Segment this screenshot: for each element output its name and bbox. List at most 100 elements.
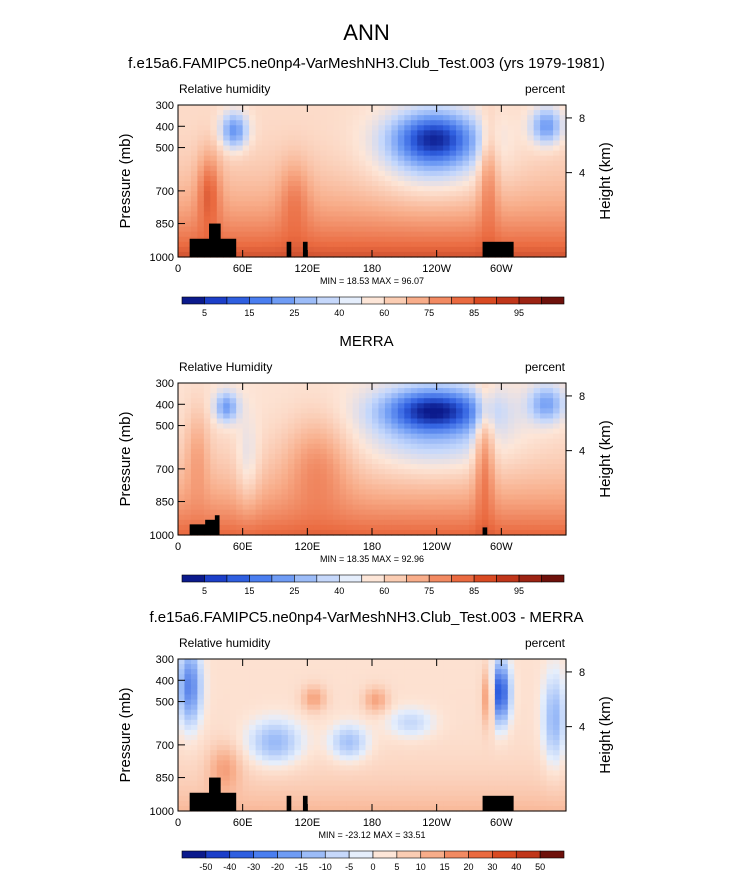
heatmap-cell	[268, 206, 276, 212]
heatmap-cell	[216, 398, 224, 404]
colorbar-box	[204, 296, 228, 305]
heatmap-cell	[469, 125, 477, 131]
heatmap-cell	[514, 160, 522, 167]
heatmap-cell	[197, 750, 205, 756]
heatmap-cell	[320, 236, 328, 243]
heatmap-cell	[275, 120, 283, 126]
heatmap-cell	[236, 105, 244, 111]
heatmap-cell	[210, 160, 218, 167]
heatmap-cell	[481, 383, 489, 389]
heatmap-cell	[268, 459, 276, 465]
heatmap-cell	[417, 709, 425, 716]
heatmap-cell	[313, 186, 321, 192]
heatmap-cell	[242, 459, 250, 465]
heatmap-cell	[184, 236, 192, 243]
heatmap-cell	[352, 765, 360, 772]
heatmap-cell	[339, 241, 347, 248]
heatmap-cell	[384, 448, 392, 455]
heatmap-cell	[443, 704, 451, 711]
heatmap-cell	[320, 191, 328, 197]
heatmap-cell	[262, 684, 270, 690]
heatmap-cell	[481, 474, 489, 480]
heatmap-cell	[203, 165, 211, 172]
heatmap-cell	[372, 388, 380, 394]
heatmap-cell	[404, 236, 412, 243]
heatmap-cell	[242, 428, 250, 435]
heatmap-cell	[307, 428, 315, 435]
heatmap-cell	[365, 795, 373, 802]
heatmap-cell	[197, 735, 205, 741]
heatmap-cell	[203, 509, 211, 516]
heatmap-cell	[236, 433, 244, 440]
heatmap-cell	[559, 423, 567, 430]
heatmap-cell	[339, 790, 347, 797]
heatmap-cell	[255, 211, 263, 218]
heatmap-cell	[533, 408, 541, 414]
heatmap-cell	[423, 780, 431, 787]
heatmap-cell	[475, 448, 483, 455]
heatmap-cell	[475, 135, 483, 142]
heatmap-cell	[216, 110, 224, 116]
variable-label: Relative humidity	[179, 636, 270, 650]
heatmap-cell	[268, 388, 276, 394]
heatmap-cell	[339, 170, 347, 177]
heatmap-cell	[507, 504, 515, 511]
heatmap-cell	[223, 489, 231, 496]
heatmap-cell	[410, 145, 418, 152]
heatmap-cell	[216, 524, 224, 531]
heatmap-cell	[300, 120, 308, 126]
heatmap-cell	[178, 196, 186, 202]
heatmap-cell	[469, 459, 477, 465]
heatmap-cell	[346, 679, 354, 685]
heatmap-cell	[488, 155, 496, 162]
heatmap-cell	[249, 674, 257, 680]
heatmap-cell	[365, 780, 373, 787]
heatmap-cell	[320, 155, 328, 162]
heatmap-cell	[281, 433, 289, 440]
heatmap-cell	[384, 699, 392, 706]
heatmap-cell	[417, 519, 425, 526]
heatmap-cell	[210, 704, 218, 711]
heatmap-cell	[281, 474, 289, 480]
heatmap-cell	[378, 221, 386, 228]
heatmap-cell	[287, 785, 295, 792]
heatmap-cell	[372, 755, 380, 761]
heatmap-cell	[313, 684, 321, 690]
heatmap-cell	[229, 403, 237, 409]
heatmap-cell	[391, 418, 399, 425]
heatmap-cell	[378, 125, 386, 131]
heatmap-cell	[294, 800, 302, 807]
heatmap-cell	[178, 231, 186, 238]
heatmap-cell	[326, 659, 334, 665]
heatmap-cell	[397, 775, 405, 782]
heatmap-cell	[365, 765, 373, 772]
heatmap-cell	[404, 211, 412, 218]
heatmap-cell	[449, 484, 457, 490]
colorbar-label: 15	[244, 308, 254, 318]
heatmap-cell	[281, 226, 289, 233]
heatmap-cell	[313, 155, 321, 162]
heatmap-cell	[275, 403, 283, 409]
heatmap-cell	[346, 714, 354, 721]
heatmap-cell	[417, 448, 425, 455]
heatmap-cell	[436, 765, 444, 772]
heatmap-cell	[281, 509, 289, 516]
heatmap-cell	[184, 529, 192, 536]
heatmap-cell	[178, 504, 186, 511]
heatmap-cell	[436, 790, 444, 797]
heatmap-cell	[262, 211, 270, 218]
heatmap-cell	[501, 216, 509, 223]
heatmap-cell	[430, 191, 438, 197]
heatmap-cell	[527, 529, 535, 536]
heatmap-cell	[255, 795, 263, 802]
heatmap-cell	[384, 709, 392, 716]
heatmap-cell	[443, 428, 451, 435]
heatmap-cell	[255, 155, 263, 162]
heatmap-cell	[449, 489, 457, 496]
heatmap-cell	[481, 170, 489, 177]
heatmap-cell	[559, 504, 567, 511]
heatmap-cell	[359, 735, 367, 741]
heatmap-cell	[229, 714, 237, 721]
heatmap-cell	[423, 519, 431, 526]
heatmap-cell	[255, 679, 263, 685]
